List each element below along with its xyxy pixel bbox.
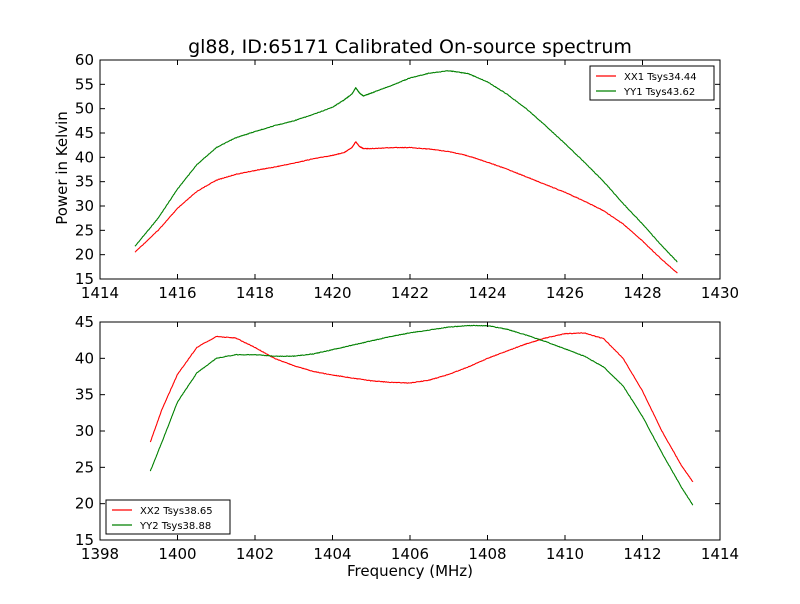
x-tick-label: 1424 [468,284,506,302]
y-tick-label: 35 [75,386,94,404]
x-tick-label: 1416 [158,284,196,302]
x-tick-label: 1426 [546,284,584,302]
x-tick-label: 1398 [81,545,119,563]
x-tick-label: 1418 [236,284,274,302]
legend: XX2 Tsys38.65 YY2 Tsys38.88 [105,499,231,535]
x-tick-label: 1422 [391,284,429,302]
bottom-panel: 1398 1400 1402 1404 1406 1408 1410 1412 1414 15 20… [75,313,739,563]
x-tick-label: 1406 [391,545,429,563]
legend: XX1 Tsys34.44 YY1 Tsys43.62 [589,65,715,101]
y-tick-label: 60 [75,51,94,69]
x-axis-label: Frequency (MHz) [347,562,473,580]
y-tick-label: 40 [75,349,94,367]
x-tick-label: 1414 [81,284,119,302]
top-panel: 1414 1416 1418 1420 1422 1424 1426 1428 1430 15 20… [75,51,739,302]
y-tick-label: 30 [75,197,94,215]
series-line-yy2 [149,324,694,506]
y-tick-label: 20 [75,246,94,264]
y-tick-label: 15 [75,531,94,549]
legend-label: XX1 Tsys34.44 [624,72,697,83]
legend-label: YY1 Tsys43.62 [623,87,695,98]
y-tick-label: 15 [75,270,94,288]
legend-label: YY2 Tsys38.88 [139,521,211,532]
x-tick-label: 1430 [701,284,739,302]
series-line-xx1 [134,141,678,274]
y-tick-label: 55 [75,75,94,93]
x-tick-label: 1428 [623,284,661,302]
y-tick-label: 40 [75,148,94,166]
y-tick-label: 25 [75,221,94,239]
x-tick-label: 1408 [468,545,506,563]
y-axis-label: Power in Kelvin [53,111,71,225]
legend-box [105,499,231,535]
y-tick-label: 30 [75,422,94,440]
series-line-yy1 [134,70,678,263]
x-tick-label: 1414 [701,545,739,563]
chart-title: gl88, ID:65171 Calibrated On-source spec… [188,36,632,58]
y-tick-label: 20 [75,495,94,513]
y-tick-label: 45 [75,313,94,331]
x-tick-label: 1404 [313,545,351,563]
legend-box [589,65,715,101]
x-tick-label: 1412 [623,545,661,563]
y-tick-label: 35 [75,173,94,191]
y-tick-label: 25 [75,458,94,476]
y-tick-label: 45 [75,124,94,142]
legend-label: XX2 Tsys38.65 [140,506,213,517]
x-tick-label: 1420 [313,284,351,302]
x-tick-label: 1400 [158,545,196,563]
y-tick-label: 50 [75,100,94,118]
x-tick-label: 1402 [236,545,274,563]
series-line-xx2 [149,332,694,483]
x-tick-label: 1410 [546,545,584,563]
